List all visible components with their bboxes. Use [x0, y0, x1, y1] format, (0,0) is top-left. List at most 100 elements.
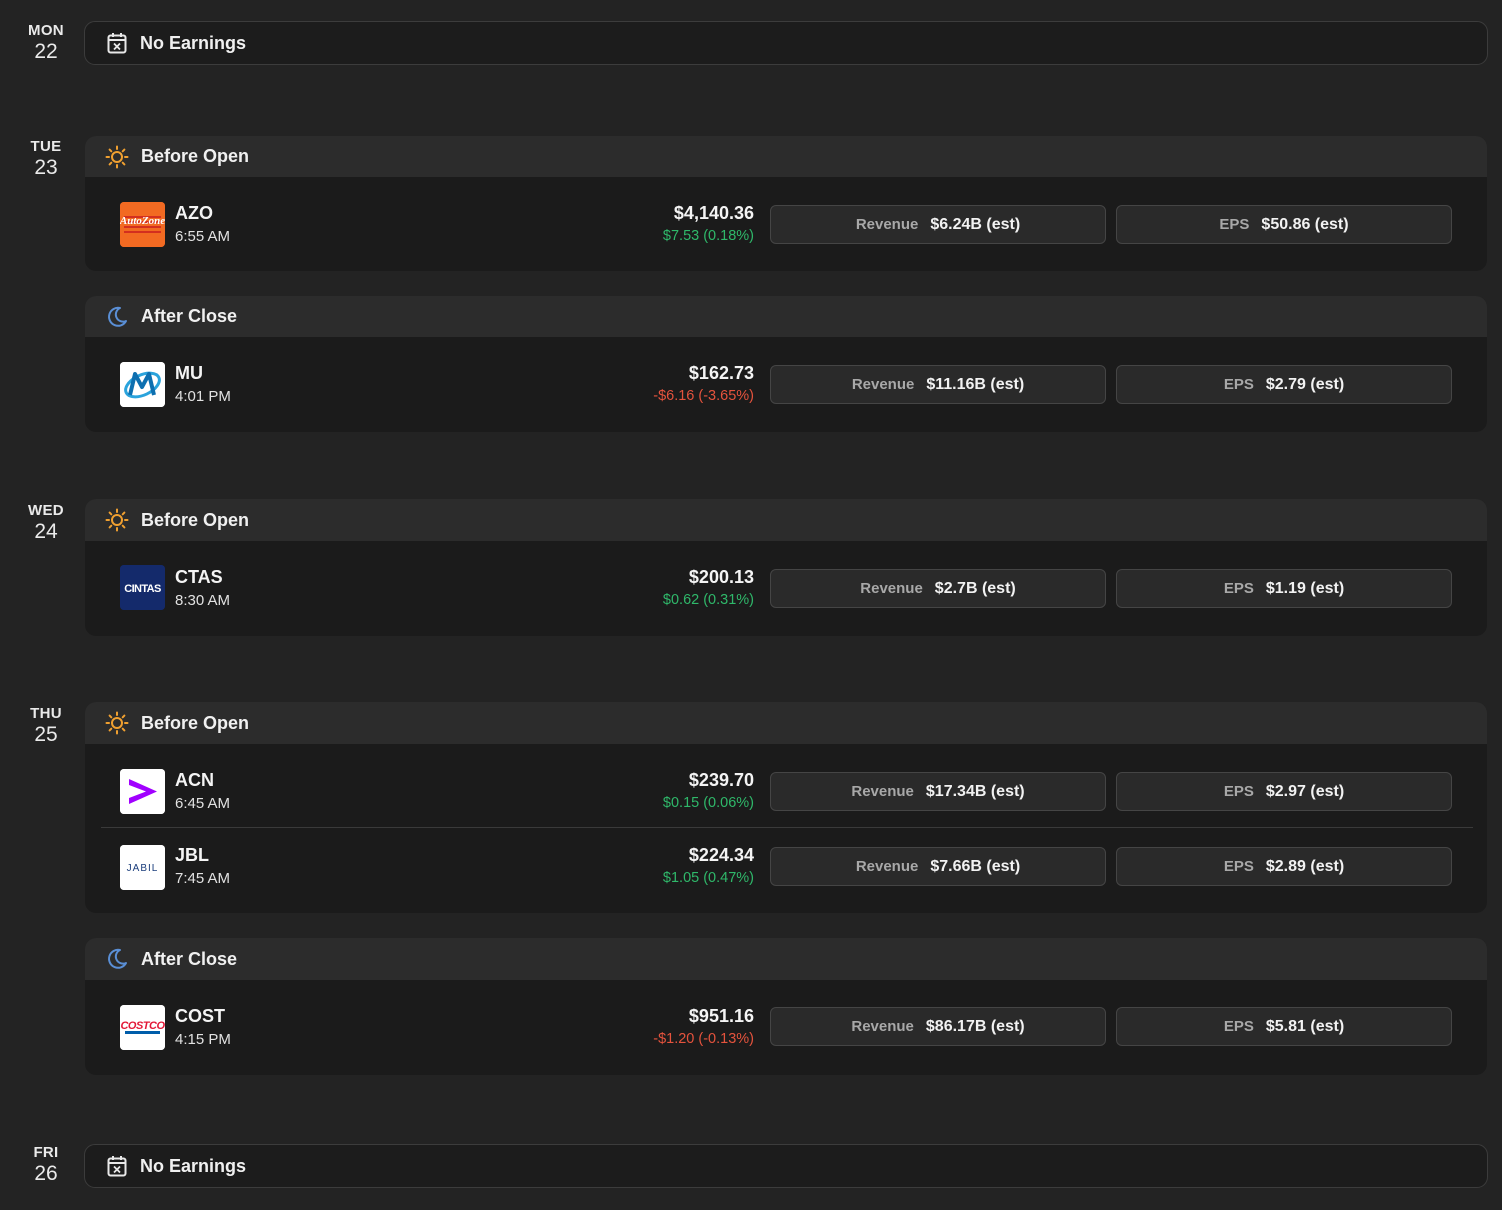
section-label: Before Open	[141, 146, 250, 166]
ticker-symbol: MU	[175, 363, 203, 383]
section-label: Before Open	[141, 712, 250, 733]
no-earnings-card-mon: No Earnings	[84, 21, 1488, 65]
eps-label: EPS	[1223, 580, 1254, 597]
no-earnings-label: No Earnings	[140, 1155, 247, 1176]
revenue-value: $11.16B (est)	[926, 375, 1025, 393]
section-header: Before Open	[85, 499, 1487, 541]
ticker-symbol: COST	[175, 1006, 226, 1026]
cost-logo-text: COSTCO	[120, 1020, 165, 1032]
price-change: $1.05 (0.47%)	[662, 870, 754, 886]
section-thu-after-close: After Close COSTCO COST 4:15 PM $951.16 …	[85, 938, 1487, 1075]
eps-estimate-pill[interactable]: EPS $2.97 (est)	[1116, 772, 1452, 811]
mu-logo	[120, 362, 165, 407]
report-time: 7:45 AM	[175, 870, 231, 887]
day-number: 23	[34, 156, 58, 179]
day-of-week: TUE	[30, 138, 62, 155]
ctas-logo: CINTAS	[120, 565, 165, 610]
day-label-tue: TUE 23	[0, 138, 92, 180]
revenue-label: Revenue	[851, 376, 915, 393]
earnings-row-jbl[interactable]: JABIL JBL 7:45 AM $224.34 $1.05 (0.47%) …	[85, 828, 1487, 913]
report-time: 4:15 PM	[175, 1031, 231, 1048]
azo-logo: AutoZone	[120, 202, 165, 247]
day-number: 25	[34, 723, 58, 746]
section-label: After Close	[141, 306, 238, 326]
revenue-estimate-pill[interactable]: Revenue $17.34B (est)	[770, 772, 1106, 811]
revenue-estimate-pill[interactable]: Revenue $11.16B (est)	[770, 365, 1106, 404]
day-of-week: WED	[28, 502, 64, 519]
day-number: 24	[34, 520, 58, 543]
revenue-value: $7.66B (est)	[930, 857, 1021, 875]
revenue-label: Revenue	[855, 858, 919, 875]
eps-estimate-pill[interactable]: EPS $1.19 (est)	[1116, 569, 1452, 608]
section-wed-before-open: Before Open CINTAS CTAS 8:30 AM $200.13 …	[85, 499, 1487, 636]
ctas-logo-text: CINTAS	[124, 583, 161, 595]
revenue-label: Revenue	[860, 580, 923, 597]
price-change: $7.53 (0.18%)	[662, 228, 754, 244]
moon-icon	[105, 305, 129, 329]
jbl-logo: JABIL	[120, 845, 165, 890]
eps-value: $2.79 (est)	[1265, 375, 1345, 393]
eps-estimate-pill[interactable]: EPS $2.89 (est)	[1116, 847, 1452, 886]
section-header: After Close	[85, 938, 1487, 980]
eps-estimate-pill[interactable]: EPS $2.79 (est)	[1116, 365, 1452, 404]
day-of-week: THU	[30, 705, 62, 722]
no-earnings-card-fri: No Earnings	[84, 1144, 1488, 1188]
revenue-value: $6.24B (est)	[930, 215, 1021, 233]
report-time: 6:55 AM	[175, 228, 231, 245]
section-thu-before-open: Before Open ACN 6:45 AM $239.70 $0.15 (0…	[85, 702, 1487, 913]
sun-icon	[105, 508, 129, 532]
eps-value: $2.89 (est)	[1265, 857, 1345, 875]
eps-value: $2.97 (est)	[1265, 782, 1345, 800]
earnings-row-ctas[interactable]: CINTAS CTAS 8:30 AM $200.13 $0.62 (0.31%…	[85, 541, 1487, 636]
revenue-estimate-pill[interactable]: Revenue $6.24B (est)	[770, 205, 1106, 244]
report-time: 8:30 AM	[175, 592, 231, 609]
section-label: After Close	[141, 948, 238, 969]
report-time: 4:01 PM	[175, 388, 231, 405]
stock-price: $224.34	[688, 845, 754, 865]
eps-label: EPS	[1219, 216, 1250, 233]
section-header: After Close	[85, 296, 1487, 337]
revenue-label: Revenue	[851, 1018, 914, 1035]
calendar-x-icon	[107, 32, 127, 54]
section-header: Before Open	[85, 702, 1487, 744]
report-time: 6:45 AM	[175, 795, 231, 812]
earnings-row-cost[interactable]: COSTCO COST 4:15 PM $951.16 -$1.20 (-0.1…	[85, 980, 1487, 1075]
eps-label: EPS	[1223, 1018, 1254, 1035]
eps-estimate-pill[interactable]: EPS $50.86 (est)	[1116, 205, 1452, 244]
jbl-logo-text: JABIL	[127, 863, 159, 874]
section-tue-before-open: Before Open AutoZone AZO 6:55 AM $4,140.…	[85, 136, 1487, 271]
day-label-fri: FRI 26	[0, 1144, 92, 1186]
sun-icon	[105, 145, 129, 169]
revenue-label: Revenue	[855, 216, 919, 233]
stock-price: $239.70	[688, 770, 754, 790]
price-change: -$6.16 (-3.65%)	[653, 388, 754, 404]
revenue-label: Revenue	[851, 783, 914, 800]
stock-price: $200.13	[688, 567, 754, 587]
revenue-value: $2.7B (est)	[934, 579, 1016, 597]
earnings-row-acn[interactable]: ACN 6:45 AM $239.70 $0.15 (0.06%) Revenu…	[85, 744, 1487, 828]
azo-logo-text: AutoZone	[120, 215, 165, 227]
day-number: 22	[34, 40, 58, 63]
eps-label: EPS	[1223, 783, 1254, 800]
stock-price: $951.16	[688, 1006, 754, 1026]
eps-estimate-pill[interactable]: EPS $5.81 (est)	[1116, 1007, 1452, 1046]
revenue-value: $86.17B (est)	[925, 1017, 1025, 1035]
earnings-row-azo[interactable]: AutoZone AZO 6:55 AM $4,140.36 $7.53 (0.…	[85, 177, 1487, 271]
moon-icon	[105, 947, 129, 971]
revenue-estimate-pill[interactable]: Revenue $7.66B (est)	[770, 847, 1106, 886]
ticker-symbol: JBL	[175, 845, 210, 865]
price-change: $0.62 (0.31%)	[662, 592, 754, 608]
day-number: 26	[34, 1162, 58, 1185]
revenue-estimate-pill[interactable]: Revenue $2.7B (est)	[770, 569, 1106, 608]
revenue-estimate-pill[interactable]: Revenue $86.17B (est)	[770, 1007, 1106, 1046]
eps-value: $50.86 (est)	[1261, 215, 1349, 233]
earnings-row-mu[interactable]: MU 4:01 PM $162.73 -$6.16 (-3.65%) Reven…	[85, 337, 1487, 432]
ticker-symbol: AZO	[175, 203, 213, 223]
price-change: -$1.20 (-0.13%)	[653, 1031, 754, 1047]
eps-value: $5.81 (est)	[1265, 1017, 1345, 1035]
section-tue-after-close: After Close MU 4:01 PM $162.73 -$6.16 (-…	[85, 296, 1487, 432]
ticker-symbol: ACN	[175, 770, 214, 790]
stock-price: $162.73	[688, 363, 754, 383]
day-of-week: FRI	[33, 1144, 59, 1161]
cost-logo: COSTCO	[120, 1005, 165, 1050]
